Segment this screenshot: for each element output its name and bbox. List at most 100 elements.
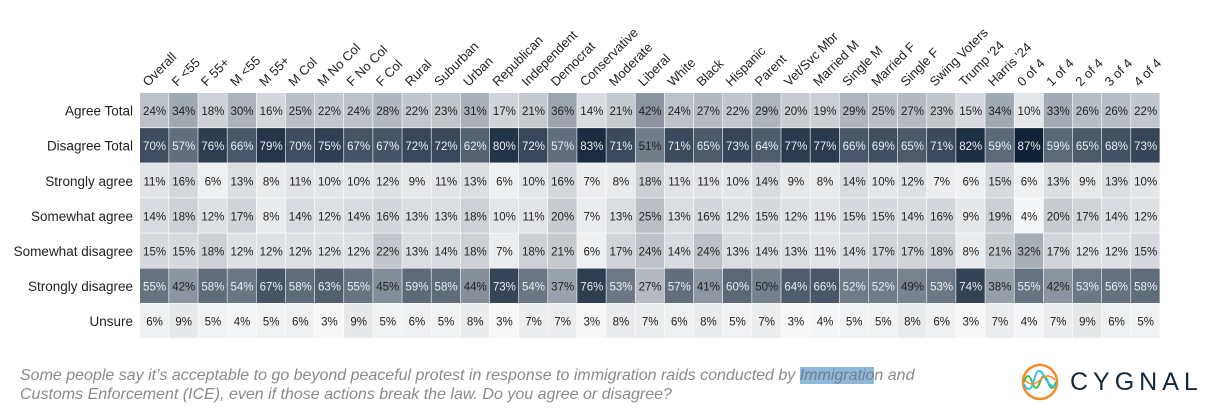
heatmap-cell xyxy=(140,233,169,268)
cell-value: 15% xyxy=(959,106,982,118)
cell-value: 11% xyxy=(435,176,457,188)
heatmap-cell xyxy=(1131,128,1160,163)
cell-value: 13% xyxy=(1105,176,1128,188)
cell-value: 7% xyxy=(584,211,601,223)
cell-value: 18% xyxy=(639,176,662,188)
heatmap-cell xyxy=(1101,233,1131,268)
heatmap-cell xyxy=(606,268,635,303)
heatmap-cell xyxy=(635,198,665,233)
heatmap-cell xyxy=(810,93,839,128)
heatmap-cell xyxy=(723,303,752,339)
heatmap-cell xyxy=(927,268,956,303)
cell-value: 10% xyxy=(347,176,370,188)
cell-value: 24% xyxy=(143,106,166,118)
heatmap-cell xyxy=(635,233,665,268)
heatmap-cell xyxy=(460,198,490,233)
heatmap-cell xyxy=(1043,163,1073,198)
heatmap-cell xyxy=(169,303,198,339)
heatmap-cell xyxy=(285,198,315,233)
cell-value: 32% xyxy=(1018,246,1041,258)
heatmap-cell xyxy=(518,268,548,303)
heatmap-cell xyxy=(927,128,956,163)
heatmap-cell xyxy=(693,93,723,128)
question-caption: Some people say it’s acceptable to go be… xyxy=(20,366,980,404)
heatmap-cell xyxy=(956,93,985,128)
heatmap-cell xyxy=(752,128,781,163)
cell-value: 71% xyxy=(609,141,632,153)
heatmap-cell xyxy=(664,128,694,163)
heatmap-cell xyxy=(1043,198,1073,233)
heatmap-cell xyxy=(752,163,781,198)
cell-value: 34% xyxy=(172,106,195,118)
heatmap-cell xyxy=(227,163,256,198)
cell-value: 10% xyxy=(1134,176,1157,188)
cell-value: 5% xyxy=(729,317,746,329)
cell-value: 79% xyxy=(260,141,283,153)
heatmap-cell xyxy=(489,268,519,303)
heatmap-cell xyxy=(577,93,606,128)
cell-value: 11% xyxy=(522,211,544,223)
heatmap-cell xyxy=(1043,303,1073,339)
heatmap-cell xyxy=(140,128,169,163)
cell-value: 12% xyxy=(260,246,283,258)
cell-value: 12% xyxy=(726,211,749,223)
logo-text: CYGNAL xyxy=(1070,367,1203,396)
heatmap-cell xyxy=(664,268,694,303)
cell-value: 67% xyxy=(260,282,283,294)
heatmap-cell xyxy=(402,303,431,339)
cell-value: 64% xyxy=(784,282,807,294)
cell-value: 12% xyxy=(784,211,807,223)
heatmap-cell xyxy=(985,163,1014,198)
cell-value: 51% xyxy=(639,141,662,153)
cell-value: 55% xyxy=(143,282,166,294)
cell-value: 67% xyxy=(376,141,399,153)
cell-value: 22% xyxy=(318,106,341,118)
heatmap-cell xyxy=(1014,93,1044,128)
cell-value: 8% xyxy=(467,317,484,329)
cell-value: 13% xyxy=(405,211,428,223)
cell-value: 65% xyxy=(901,141,924,153)
cell-value: 4% xyxy=(1021,317,1038,329)
heatmap-cell xyxy=(227,303,256,339)
heatmap-cell xyxy=(927,163,956,198)
heatmap-cell xyxy=(839,198,869,233)
column-header: M <55 xyxy=(227,53,263,89)
cell-value: 52% xyxy=(872,282,895,294)
cell-value: 3% xyxy=(584,317,601,329)
cell-value: 59% xyxy=(988,141,1011,153)
heatmap-cell xyxy=(1014,128,1044,163)
heatmap-cell xyxy=(606,198,635,233)
heatmap-cell xyxy=(839,163,869,198)
heatmap-cell xyxy=(897,93,927,128)
heatmap-cell xyxy=(781,163,810,198)
cell-value: 21% xyxy=(609,106,632,118)
cell-value: 16% xyxy=(697,211,720,223)
cell-value: 26% xyxy=(1105,106,1128,118)
cell-value: 67% xyxy=(347,141,370,153)
cell-value: 65% xyxy=(1076,141,1099,153)
cell-value: 6% xyxy=(584,246,601,258)
heatmap-cell xyxy=(256,268,286,303)
heatmap-cell xyxy=(460,93,490,128)
heatmap-cell xyxy=(606,93,635,128)
heatmap-cell xyxy=(1014,163,1044,198)
cell-value: 10% xyxy=(1018,106,1041,118)
heatmap-cell xyxy=(1131,163,1160,198)
heatmap-cell xyxy=(256,93,286,128)
heatmap-cell xyxy=(140,303,169,339)
cell-value: 65% xyxy=(697,141,720,153)
heatmap-cell xyxy=(956,198,985,233)
cell-value: 7% xyxy=(584,176,601,188)
heatmap-cell xyxy=(752,198,781,233)
logo-waves-icon xyxy=(1021,363,1059,401)
heatmap-cell xyxy=(402,128,431,163)
heatmap-cell xyxy=(227,233,256,268)
heatmap-cell xyxy=(431,303,461,339)
cell-value: 13% xyxy=(609,211,632,223)
heatmap-cell xyxy=(1014,268,1044,303)
cell-value: 27% xyxy=(639,282,662,294)
cell-value: 12% xyxy=(1134,211,1157,223)
column-header: 3 of 4 xyxy=(1101,56,1135,90)
cell-value: 12% xyxy=(201,211,224,223)
column-header: 2 of 4 xyxy=(1072,56,1106,90)
